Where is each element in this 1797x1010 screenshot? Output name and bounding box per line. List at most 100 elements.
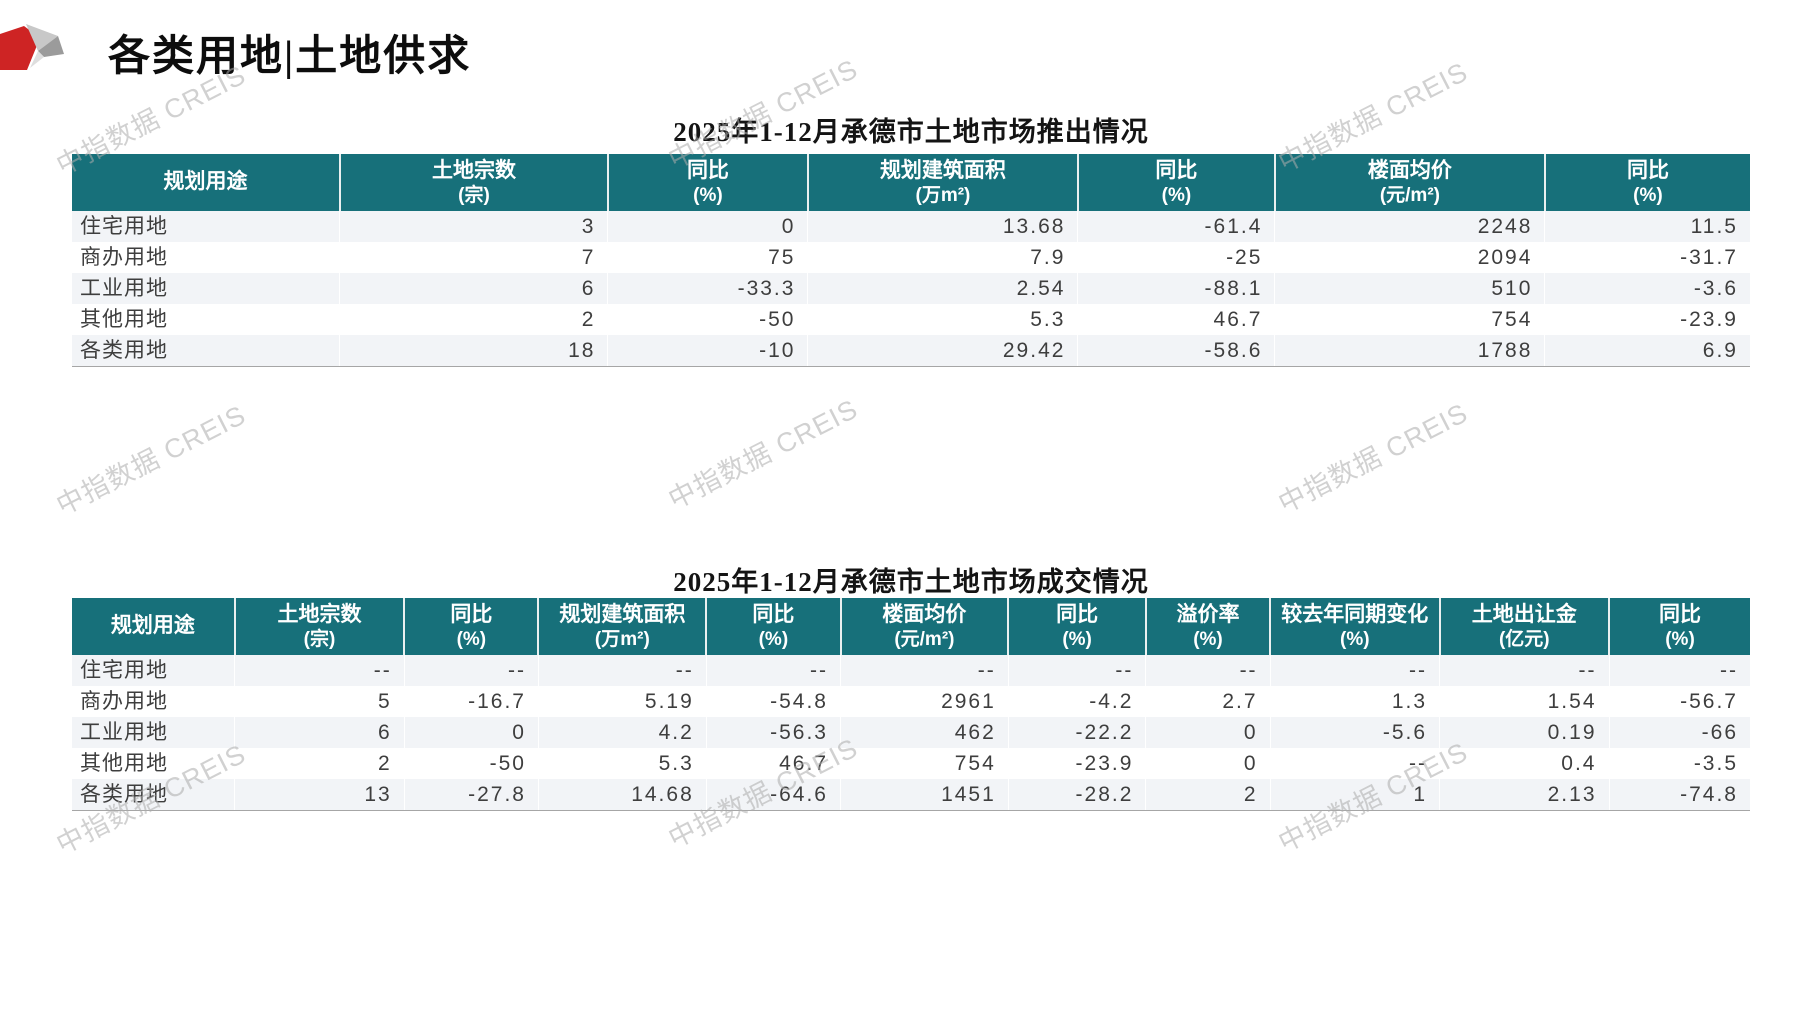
data-cell: 1.3: [1269, 686, 1440, 717]
column-label: 同比: [752, 602, 795, 626]
data-cell: 13.68: [807, 211, 1078, 242]
data-cell: --: [1439, 655, 1609, 686]
creis-logo-icon: [0, 24, 64, 70]
data-cell: --: [1269, 748, 1440, 779]
data-cell: 5: [234, 686, 405, 717]
data-cell: -23.9: [1007, 748, 1146, 779]
column-unit: (%): [1161, 184, 1192, 206]
row-label-cell: 商办用地: [72, 686, 235, 717]
column-header-4: 同比 (%): [1076, 154, 1275, 211]
data-cell: 4.2: [537, 717, 707, 748]
row-label-cell: 住宅用地: [72, 655, 235, 686]
column-label: 较去年同期变化: [1281, 602, 1429, 626]
data-cell: -56.3: [705, 717, 841, 748]
data-cell: --: [1145, 655, 1271, 686]
data-cell: 18: [339, 335, 608, 367]
table-row: 商办用地 7 75 7.9 -25 2094 -31.7: [72, 242, 1750, 273]
row-label-cell: 各类用地: [72, 335, 340, 367]
column-header-2: 同比 (%): [606, 154, 808, 211]
data-cell: -58.6: [1077, 335, 1275, 367]
data-cell: 14.68: [537, 779, 707, 811]
data-cell: -50: [607, 304, 808, 335]
data-cell: -56.7: [1608, 686, 1750, 717]
column-header-5: 楼面均价 (元/m²): [1273, 154, 1545, 211]
column-header-0: 规划用途: [72, 154, 340, 211]
data-cell: -88.1: [1077, 273, 1275, 304]
data-cell: 1.54: [1439, 686, 1609, 717]
column-label: 规划建筑面积: [879, 158, 1006, 182]
data-cell: -33.3: [607, 273, 808, 304]
data-cell: 2: [234, 748, 405, 779]
data-cell: -61.4: [1077, 211, 1275, 242]
data-cell: 46.7: [705, 748, 841, 779]
column-unit: (万m²): [594, 628, 650, 650]
row-label-cell: 商办用地: [72, 242, 340, 273]
column-label: 楼面均价: [1367, 158, 1452, 182]
row-label-cell: 工业用地: [72, 273, 340, 304]
column-header-3: 规划建筑面积 (万m²): [806, 154, 1078, 211]
data-cell: 0.19: [1439, 717, 1609, 748]
data-cell: 3: [339, 211, 608, 242]
table-row: 工业用地 6 -33.3 2.54 -88.1 510 -3.6: [72, 273, 1750, 304]
column-label: 土地出让金: [1471, 602, 1577, 626]
column-label: 规划建筑面积: [559, 602, 686, 626]
column-unit: (亿元): [1498, 628, 1550, 650]
data-cell: 75: [607, 242, 808, 273]
column-label: 楼面均价: [882, 602, 967, 626]
column-unit: (元/m²): [894, 628, 955, 650]
data-cell: 754: [840, 748, 1009, 779]
data-cell: 1788: [1274, 335, 1545, 367]
data-cell: --: [840, 655, 1009, 686]
data-cell: 0: [607, 211, 808, 242]
data-cell: 2.13: [1439, 779, 1609, 811]
data-cell: 2: [339, 304, 608, 335]
header-row: 规划用途 土地宗数 (宗) 同比 (%) 规划建筑面积 (万m²) 同比 (%) 楼面均价 (元/m…: [72, 154, 1750, 211]
data-cell: 754: [1274, 304, 1545, 335]
column-header-1: 土地宗数 (宗): [338, 154, 608, 211]
column-unit: (%): [693, 184, 723, 206]
row-label-cell: 其他用地: [72, 304, 340, 335]
column-label: 溢价率: [1176, 602, 1240, 626]
data-cell: --: [537, 655, 707, 686]
column-header-2: 同比 (%): [403, 598, 539, 655]
column-header-6: 同比 (%): [1543, 154, 1750, 211]
data-cell: -3.5: [1608, 748, 1750, 779]
column-label: 同比: [1155, 158, 1198, 182]
column-label: 土地宗数: [277, 602, 362, 626]
data-cell: --: [403, 655, 539, 686]
table-row: 工业用地 6 0 4.2 -56.3 462 -22.2 0 -5.6 0.19 -66: [72, 717, 1750, 748]
data-cell: 0: [403, 717, 539, 748]
table-row: 其他用地 2 -50 5.3 46.7 754 -23.9 0 -- 0.4 -3.5: [72, 748, 1750, 779]
data-cell: 46.7: [1077, 304, 1275, 335]
data-cell: -54.8: [705, 686, 841, 717]
table-row: 住宅用地 -- -- -- -- -- -- -- -- -- --: [72, 655, 1750, 686]
data-cell: 29.42: [807, 335, 1078, 367]
column-header-7: 溢价率 (%): [1144, 598, 1271, 655]
data-cell: -50: [403, 748, 539, 779]
watermark: 中指数据 CREIS: [51, 399, 251, 521]
data-cell: 0: [1145, 717, 1271, 748]
table2-caption: 2025年1-12月承德市土地市场成交情况: [673, 567, 1149, 597]
column-header-5: 楼面均价 (元/m²): [839, 598, 1009, 655]
data-cell: -66: [1608, 717, 1750, 748]
column-header-0: 规划用途: [72, 598, 235, 655]
table1-caption: 2025年1-12月承德市土地市场推出情况: [673, 117, 1149, 147]
data-cell: -16.7: [403, 686, 539, 717]
column-unit: (%): [758, 628, 789, 650]
column-unit: (%): [1193, 628, 1223, 650]
data-cell: -4.2: [1007, 686, 1146, 717]
data-cell: 1: [1269, 779, 1440, 811]
column-header-9: 土地出让金 (亿元): [1438, 598, 1609, 655]
data-cell: -74.8: [1608, 779, 1750, 811]
table-row: 各类用地 18 -10 29.42 -58.6 1788 6.9: [72, 335, 1750, 367]
column-unit: (%): [1633, 184, 1663, 206]
data-cell: 0.4: [1439, 748, 1609, 779]
data-cell: 11.5: [1544, 211, 1750, 242]
data-cell: 2: [1145, 779, 1271, 811]
data-cell: -25: [1077, 242, 1275, 273]
column-unit: (%): [1340, 628, 1370, 650]
data-cell: -23.9: [1544, 304, 1750, 335]
data-cell: 2248: [1274, 211, 1545, 242]
data-cell: 5.3: [537, 748, 707, 779]
data-cell: -31.7: [1544, 242, 1750, 273]
